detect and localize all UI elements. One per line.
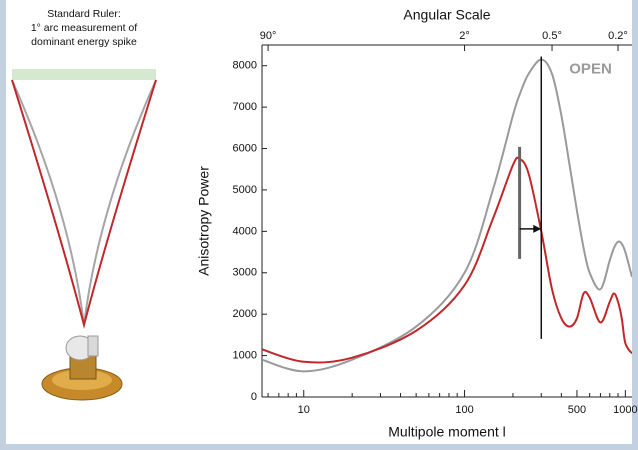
y-tick-label: 3000	[233, 267, 257, 279]
arc-band	[12, 69, 156, 80]
y-tick-label: 4000	[233, 225, 257, 237]
flat-ray	[11, 79, 157, 329]
series-label: OPEN	[569, 60, 612, 77]
y-tick-label: 6000	[233, 142, 257, 154]
top-tick-label: 0.5°	[542, 30, 562, 42]
caption-line: dominant energy spike	[31, 36, 137, 48]
y-tick-label: 5000	[233, 184, 257, 196]
x-tick-label: 10	[298, 404, 310, 416]
y-tick-label: 0	[251, 391, 257, 403]
x-axis-label: Multipole moment l	[388, 424, 506, 440]
top-tick-label: 2°	[459, 30, 470, 42]
y-tick-label: 7000	[233, 101, 257, 113]
y-axis-label: Anisotropy Power	[196, 166, 212, 276]
top-tick-label: 0.2°	[608, 30, 628, 42]
caption-line: 1° arc measurement of	[31, 22, 137, 34]
x-tick-label: 1000	[613, 404, 637, 416]
y-tick-label: 1000	[233, 349, 257, 361]
y-tick-label: 2000	[233, 308, 257, 320]
ruler-diagram: Standard Ruler: 1° arc measurement of do…	[11, 8, 157, 401]
series-line	[262, 156, 632, 364]
series-label: FLAT	[515, 0, 552, 1]
y-tick-label: 8000	[233, 60, 257, 72]
x-tick-label: 100	[455, 404, 473, 416]
top-tick-label: 90°	[260, 30, 277, 42]
shift-arrowhead	[533, 224, 542, 233]
series-line	[262, 58, 632, 373]
satellite	[41, 335, 123, 401]
top-axis-label: Angular Scale	[403, 7, 490, 23]
x-tick-label: 500	[568, 404, 586, 416]
caption-line: Standard Ruler:	[47, 8, 121, 20]
